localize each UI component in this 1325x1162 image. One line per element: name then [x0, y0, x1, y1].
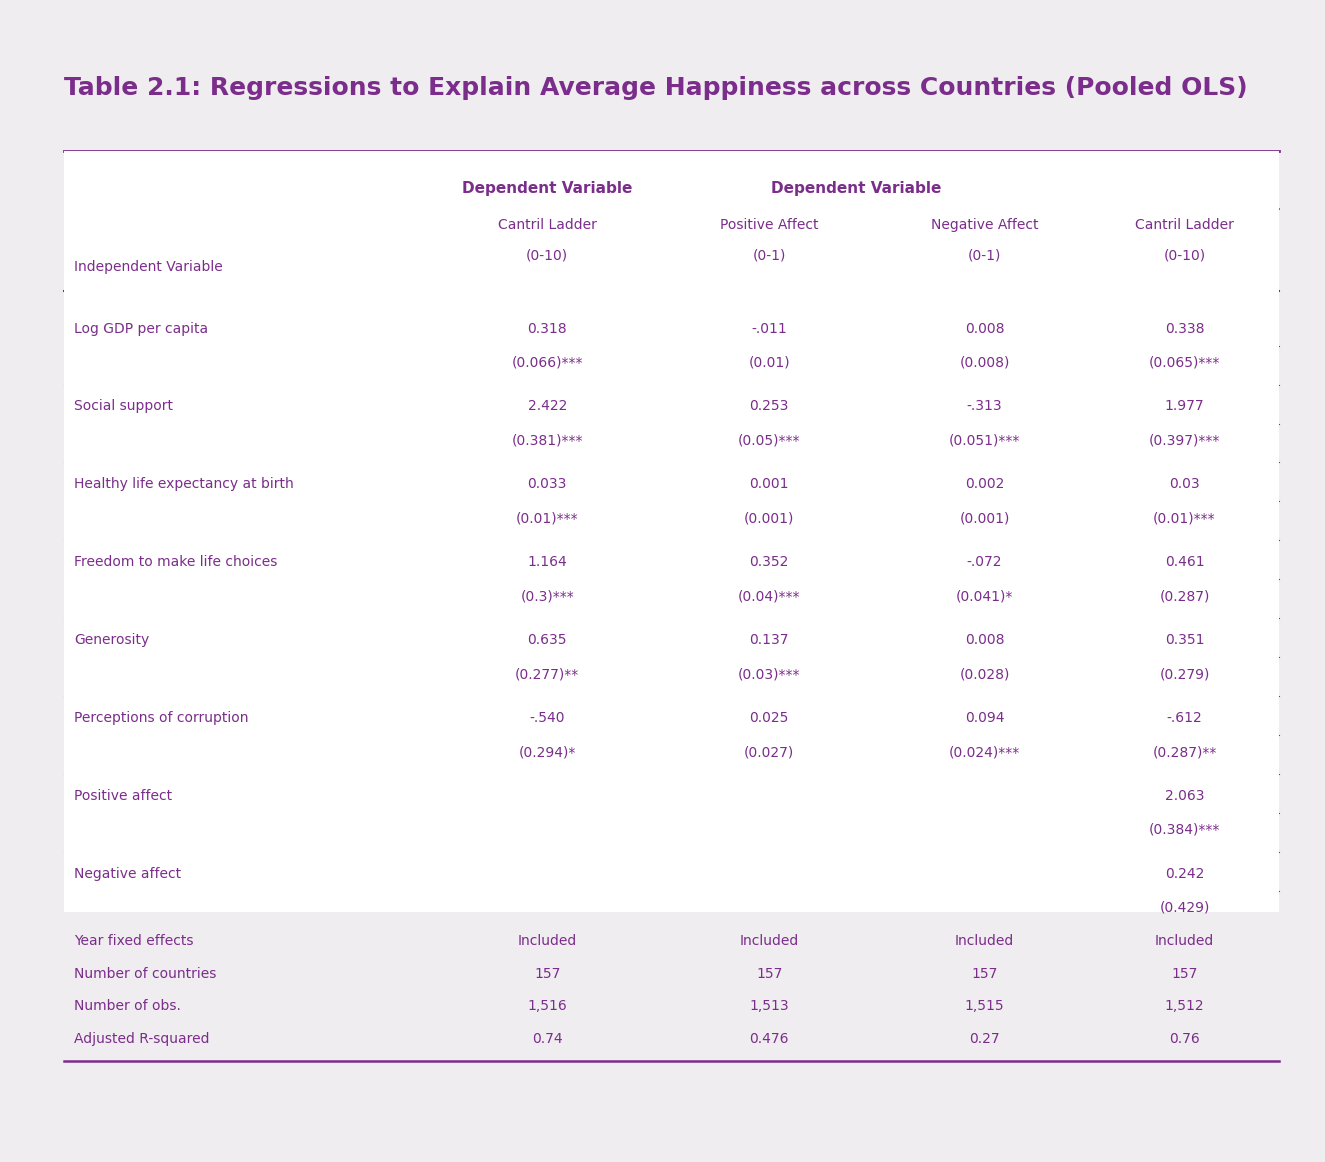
Text: (0.001): (0.001) [743, 511, 795, 525]
Text: 157: 157 [534, 967, 560, 981]
Text: Cantril Ladder: Cantril Ladder [1136, 218, 1234, 232]
Text: Cantril Ladder: Cantril Ladder [498, 218, 596, 232]
Text: 0.025: 0.025 [750, 711, 788, 725]
Text: Generosity: Generosity [74, 633, 150, 647]
Text: 0.253: 0.253 [750, 400, 788, 414]
Text: (0.429): (0.429) [1159, 901, 1210, 914]
Text: (0-1): (0-1) [967, 249, 1002, 263]
Text: 1,516: 1,516 [527, 999, 567, 1013]
Text: 0.002: 0.002 [965, 478, 1004, 492]
Text: -.313: -.313 [967, 400, 1002, 414]
Text: Perceptions of corruption: Perceptions of corruption [74, 711, 249, 725]
Text: 0.033: 0.033 [527, 478, 567, 492]
Text: (0.05)***: (0.05)*** [738, 433, 800, 447]
Text: (0.397)***: (0.397)*** [1149, 433, 1220, 447]
Text: (0.041)*: (0.041)* [955, 589, 1014, 603]
Text: -.540: -.540 [530, 711, 564, 725]
Text: Negative affect: Negative affect [74, 867, 182, 881]
Text: Freedom to make life choices: Freedom to make life choices [74, 555, 277, 569]
Text: 0.094: 0.094 [965, 711, 1004, 725]
Text: (0-1): (0-1) [753, 249, 786, 263]
Text: 157: 157 [971, 967, 998, 981]
Text: (0.065)***: (0.065)*** [1149, 356, 1220, 370]
Text: 0.008: 0.008 [965, 633, 1004, 647]
Text: Independent Variable: Independent Variable [74, 260, 223, 274]
Text: 1.977: 1.977 [1165, 400, 1204, 414]
Text: Number of countries: Number of countries [74, 967, 216, 981]
Text: Dependent Variable: Dependent Variable [462, 181, 632, 196]
Text: Healthy life expectancy at birth: Healthy life expectancy at birth [74, 478, 294, 492]
Text: (0.01)***: (0.01)*** [515, 511, 579, 525]
Text: 157: 157 [1171, 967, 1198, 981]
Text: 1,512: 1,512 [1165, 999, 1204, 1013]
Text: 0.008: 0.008 [965, 322, 1004, 336]
Text: (0-10): (0-10) [1163, 249, 1206, 263]
Text: 1,515: 1,515 [965, 999, 1004, 1013]
Text: Included: Included [1155, 934, 1214, 948]
Text: Log GDP per capita: Log GDP per capita [74, 322, 208, 336]
Text: Dependent Variable: Dependent Variable [771, 181, 942, 196]
Text: (0.008): (0.008) [959, 356, 1010, 370]
Text: -.612: -.612 [1167, 711, 1202, 725]
Text: 0.03: 0.03 [1169, 478, 1200, 492]
Text: Positive affect: Positive affect [74, 789, 172, 803]
Text: Positive Affect: Positive Affect [719, 218, 819, 232]
Text: (0.01)***: (0.01)*** [1153, 511, 1216, 525]
Text: 1,513: 1,513 [750, 999, 788, 1013]
Text: Negative Affect: Negative Affect [930, 218, 1039, 232]
Text: (0.04)***: (0.04)*** [738, 589, 800, 603]
Text: -.011: -.011 [751, 322, 787, 336]
Text: (0.03)***: (0.03)*** [738, 667, 800, 681]
Text: (0.287): (0.287) [1159, 589, 1210, 603]
Text: (0.279): (0.279) [1159, 667, 1210, 681]
Text: -.072: -.072 [967, 555, 1002, 569]
Text: (0.028): (0.028) [959, 667, 1010, 681]
Text: 0.137: 0.137 [750, 633, 788, 647]
Text: (0.024)***: (0.024)*** [949, 745, 1020, 759]
Text: 0.76: 0.76 [1169, 1032, 1200, 1046]
Text: (0.001): (0.001) [959, 511, 1010, 525]
Text: 0.318: 0.318 [527, 322, 567, 336]
Text: (0.287)**: (0.287)** [1153, 745, 1216, 759]
Text: 0.242: 0.242 [1165, 867, 1204, 881]
Text: Included: Included [739, 934, 799, 948]
Text: (0.01): (0.01) [749, 356, 790, 370]
Text: (0.051)***: (0.051)*** [949, 433, 1020, 447]
Text: (0-10): (0-10) [526, 249, 568, 263]
Text: (0.277)**: (0.277)** [515, 667, 579, 681]
Text: Year fixed effects: Year fixed effects [74, 934, 193, 948]
Text: 0.351: 0.351 [1165, 633, 1204, 647]
Text: 0.461: 0.461 [1165, 555, 1204, 569]
Text: 0.635: 0.635 [527, 633, 567, 647]
Text: 0.74: 0.74 [531, 1032, 563, 1046]
Text: (0.066)***: (0.066)*** [511, 356, 583, 370]
Text: Table 2.1: Regressions to Explain Average Happiness across Countries (Pooled OLS: Table 2.1: Regressions to Explain Averag… [64, 76, 1247, 100]
Text: 0.27: 0.27 [969, 1032, 1000, 1046]
Text: 0.352: 0.352 [750, 555, 788, 569]
Text: Included: Included [518, 934, 576, 948]
Text: 157: 157 [757, 967, 782, 981]
Text: (0.384)***: (0.384)*** [1149, 823, 1220, 837]
Text: 0.001: 0.001 [750, 478, 788, 492]
Text: Social support: Social support [74, 400, 174, 414]
Text: Adjusted R-squared: Adjusted R-squared [74, 1032, 209, 1046]
Text: 2.063: 2.063 [1165, 789, 1204, 803]
Text: 1.164: 1.164 [527, 555, 567, 569]
Text: (0.294)*: (0.294)* [518, 745, 576, 759]
Text: Number of obs.: Number of obs. [74, 999, 182, 1013]
Text: (0.381)***: (0.381)*** [511, 433, 583, 447]
Text: 0.476: 0.476 [750, 1032, 788, 1046]
Text: 2.422: 2.422 [527, 400, 567, 414]
Text: (0.027): (0.027) [745, 745, 794, 759]
Text: Included: Included [955, 934, 1014, 948]
Text: 0.338: 0.338 [1165, 322, 1204, 336]
Text: (0.3)***: (0.3)*** [521, 589, 574, 603]
